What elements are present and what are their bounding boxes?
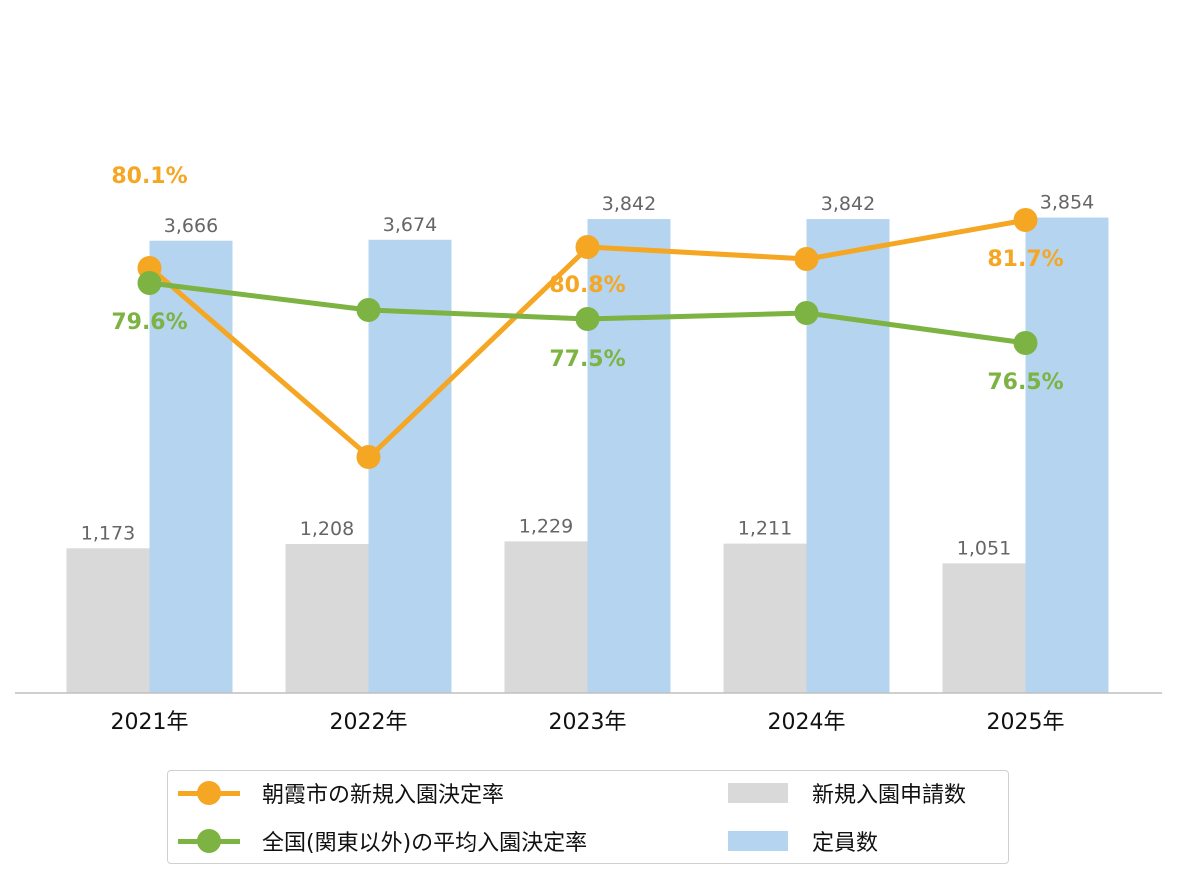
bar-capacity	[1025, 217, 1109, 693]
bar-applications	[285, 543, 369, 693]
legend-swatch-blue	[728, 831, 788, 851]
legend-label: 朝霞市の新規入園決定率	[262, 783, 505, 808]
bar-value-label: 1,208	[300, 518, 354, 540]
percent-label-layer: 80.1% 80.8% 81.7% 79.6% 77.5% 76.5%	[111, 164, 1063, 395]
bar-applications	[942, 563, 1026, 693]
bar-value-label: 1,229	[519, 515, 573, 537]
category-label: 2022年	[330, 710, 408, 735]
category-label: 2025年	[987, 710, 1065, 735]
legend-item-national-rate: 全国(関東以外)の平均入園決定率	[178, 821, 587, 861]
legend-item-asaka-rate: 朝霞市の新規入園決定率	[178, 773, 504, 813]
bar-capacity	[587, 219, 671, 693]
category-label: 2023年	[549, 710, 627, 735]
percent-label: 77.5%	[549, 347, 625, 372]
bar-value-label: 3,854	[1040, 192, 1094, 214]
bar-capacity	[806, 219, 890, 693]
bar-label-layer: 1,173 3,666 1,208 3,674 1,229 3,842 1,211 3,842…	[81, 192, 1094, 560]
bar-value-label: 3,666	[164, 215, 218, 237]
legend: 朝霞市の新規入園決定率 全国(関東以外)の平均入園決定率 新規入園申請数 定員数	[167, 770, 1009, 864]
percent-label: 80.8%	[549, 273, 625, 298]
percent-label: 79.6%	[111, 310, 187, 335]
bar-applications	[723, 543, 807, 693]
point-national-rate	[137, 271, 162, 295]
category-label: 2024年	[768, 710, 846, 735]
legend-label: 定員数	[812, 831, 879, 856]
bar-applications	[66, 548, 150, 693]
category-axis-labels: 2021年 2022年 2023年 2024年 2025年	[111, 710, 1065, 735]
bar-value-label: 1,173	[81, 522, 135, 544]
legend-swatch-gray	[728, 783, 788, 803]
point-national-rate	[794, 301, 819, 325]
bar-value-label: 3,842	[821, 193, 875, 215]
legend-label: 全国(関東以外)の平均入園決定率	[262, 831, 588, 856]
bar-value-label: 1,211	[738, 518, 792, 540]
legend-label: 新規入園申請数	[812, 783, 967, 808]
bar-applications	[504, 541, 588, 693]
bar-capacity	[149, 240, 233, 693]
bar-value-label: 3,674	[383, 214, 437, 236]
point-asaka-rate	[356, 445, 381, 469]
legend-item-capacity: 定員数	[728, 821, 878, 861]
legend-item-applications: 新規入園申請数	[728, 773, 966, 813]
point-asaka-rate	[794, 247, 819, 271]
legend-line-marker-orange	[178, 773, 240, 813]
point-national-rate	[575, 307, 600, 331]
point-national-rate	[356, 298, 381, 322]
line-layer	[137, 208, 1038, 469]
bar-value-label: 1,051	[957, 537, 1011, 559]
point-national-rate	[1013, 331, 1038, 355]
point-asaka-rate	[1013, 208, 1038, 232]
percent-label: 81.7%	[987, 247, 1063, 272]
bar-capacity	[368, 239, 452, 694]
legend-line-marker-green	[178, 821, 240, 861]
point-asaka-rate	[575, 235, 600, 259]
category-label: 2021年	[111, 710, 189, 735]
percent-label: 80.1%	[111, 164, 187, 189]
percent-label: 76.5%	[987, 370, 1063, 395]
bar-value-label: 3,842	[602, 193, 656, 215]
